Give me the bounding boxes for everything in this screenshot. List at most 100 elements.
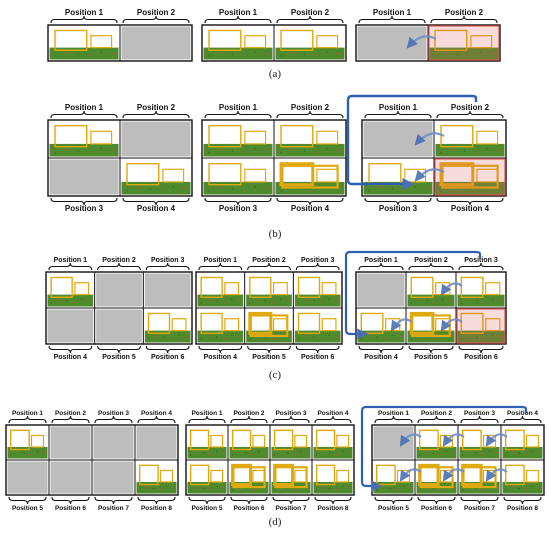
grass-speckle bbox=[303, 149, 306, 152]
grass-speckle bbox=[16, 451, 19, 453]
empty-cell bbox=[47, 309, 94, 343]
scene-cell bbox=[49, 121, 119, 157]
position-label: Position 4 bbox=[141, 410, 172, 417]
scene-cell bbox=[49, 26, 119, 60]
grass-speckle bbox=[337, 52, 340, 55]
scene-cell bbox=[416, 461, 457, 494]
grass-speckle bbox=[337, 149, 340, 151]
grass-speckle bbox=[65, 51, 68, 54]
scene-cell bbox=[275, 121, 345, 157]
brace-icon bbox=[50, 15, 118, 24]
grass-speckle bbox=[208, 334, 210, 337]
grass-speckle bbox=[445, 51, 448, 54]
empty-cell bbox=[144, 273, 191, 307]
empty-cell bbox=[50, 426, 91, 459]
scene-cell bbox=[363, 159, 433, 195]
position-label: Position 4 bbox=[507, 410, 538, 417]
grass-speckle bbox=[441, 298, 444, 300]
grid-panel-d-init: Position 1 Position 5 Position 2 Position 6… bbox=[5, 410, 179, 512]
grass-speckle bbox=[434, 55, 437, 57]
position-label: Position 2 bbox=[421, 410, 452, 417]
grass-strip bbox=[435, 143, 505, 157]
tracking-box-icon bbox=[315, 429, 336, 451]
grass-speckle bbox=[251, 453, 254, 456]
scene-cell bbox=[373, 461, 414, 494]
tracking-box-icon bbox=[252, 469, 266, 483]
brace-icon bbox=[145, 262, 190, 271]
grass-speckle bbox=[249, 338, 251, 340]
curved-arrow-icon bbox=[442, 468, 465, 482]
grass-speckle bbox=[320, 337, 323, 340]
brace-icon bbox=[198, 345, 243, 354]
grass-speckle bbox=[77, 53, 80, 55]
tracking-box-icon bbox=[189, 429, 210, 451]
return-loop-icon bbox=[344, 250, 482, 340]
grass-speckle bbox=[88, 299, 91, 302]
grass-speckle bbox=[54, 55, 57, 57]
grass-speckle bbox=[88, 151, 91, 154]
scene-cell bbox=[47, 273, 94, 307]
grass-speckle bbox=[476, 300, 478, 302]
grass-speckle bbox=[335, 335, 338, 338]
position-label: Position 8 bbox=[141, 505, 172, 512]
grass-speckle bbox=[525, 453, 527, 456]
grass-speckle bbox=[111, 52, 114, 55]
brace-icon bbox=[374, 496, 413, 505]
grass-speckle bbox=[265, 149, 268, 151]
grass-speckle bbox=[230, 298, 233, 300]
curved-arrow-icon bbox=[485, 468, 508, 482]
grass-speckle bbox=[196, 451, 199, 453]
grass-speckle bbox=[256, 298, 259, 301]
grass-strip bbox=[49, 47, 119, 60]
grass-strip bbox=[459, 446, 500, 459]
position-label: Position 1 bbox=[378, 410, 409, 417]
scene-cell bbox=[271, 461, 311, 494]
grass-speckle bbox=[460, 302, 463, 304]
tracking-box-icon bbox=[224, 282, 240, 296]
position-label: Position 4 bbox=[451, 204, 490, 213]
grass-strip bbox=[416, 446, 457, 459]
grass-strip bbox=[373, 481, 414, 494]
grass-speckle bbox=[368, 334, 371, 337]
grass-speckle bbox=[315, 454, 318, 456]
position-label: Position 5 bbox=[12, 505, 43, 512]
grass-strip bbox=[187, 446, 227, 459]
brace-icon bbox=[374, 415, 413, 424]
grass-strip bbox=[197, 330, 244, 343]
brace-icon bbox=[458, 345, 504, 354]
scene-cell bbox=[275, 159, 345, 195]
grass-speckle bbox=[410, 338, 413, 340]
return-loop-icon bbox=[360, 405, 528, 492]
grass-speckle bbox=[306, 451, 309, 454]
grass-speckle bbox=[280, 451, 283, 453]
grass-speckle bbox=[222, 486, 225, 489]
brace-icon bbox=[436, 110, 504, 119]
moved-cell-highlight bbox=[428, 25, 500, 61]
tracking-box-icon bbox=[316, 35, 339, 49]
tracking-box-icon bbox=[30, 434, 45, 448]
position-label: Position 8 bbox=[507, 505, 538, 512]
grass-speckle bbox=[419, 489, 421, 491]
position-label: Position 2 bbox=[102, 257, 136, 264]
grass-speckle bbox=[314, 151, 317, 154]
scene-cell bbox=[457, 273, 505, 307]
tracking-box-icon bbox=[485, 318, 501, 332]
grass-strip bbox=[502, 446, 543, 459]
brace-icon bbox=[247, 262, 291, 271]
position-label: Position 4 bbox=[137, 204, 176, 213]
grass-speckle bbox=[505, 454, 507, 456]
tracking-box-icon bbox=[525, 434, 540, 448]
tracking-box-icon bbox=[189, 464, 210, 486]
grass-speckle bbox=[482, 488, 484, 491]
grass-strip bbox=[457, 294, 505, 307]
tracking-box-icon bbox=[376, 464, 396, 486]
curved-arrow-icon bbox=[440, 318, 463, 332]
tracking-box-icon bbox=[273, 429, 294, 451]
position-label: Position 1 bbox=[373, 8, 412, 17]
panel-caption: (a) bbox=[269, 68, 282, 80]
grass-speckle bbox=[409, 486, 411, 489]
position-label: Position 4 bbox=[317, 410, 348, 417]
grass-speckle bbox=[223, 301, 225, 304]
tracking-box-icon bbox=[54, 124, 88, 148]
tracking-box-icon bbox=[90, 130, 113, 145]
